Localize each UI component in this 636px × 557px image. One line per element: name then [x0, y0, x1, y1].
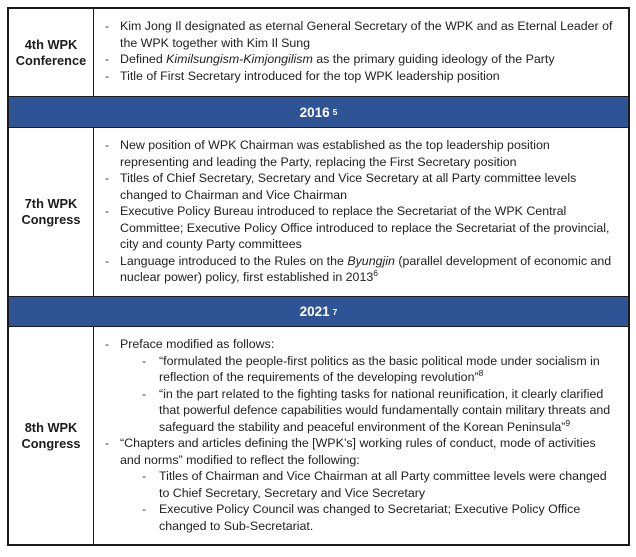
sub-bullet-item: - Titles of Chairman and Vice Chairman at…: [94, 468, 614, 501]
row-label: 4th WPK Conference: [9, 9, 94, 96]
text-segment: “Chapters and articles defining the [WPK…: [120, 436, 596, 467]
sub-bullet-item: - “formulated the people-first politics a…: [94, 353, 614, 386]
bullet-text: Executive Policy Bureau introduced to re…: [120, 203, 614, 253]
bullet-text: Titles of Chief Secretary, Secretary and…: [120, 170, 614, 203]
text-segment: Defined: [120, 52, 167, 66]
bullet-item: - Titles of Chief Secretary, Secretary an…: [94, 170, 614, 203]
text-segment: Title of First Secretary introduced for …: [120, 68, 500, 83]
bullet-dash: -: [105, 68, 110, 83]
italic-term: Byungjin: [347, 253, 395, 268]
bullet-dash: -: [105, 337, 110, 351]
bullet-item: - Executive Policy Bureau introduced to r…: [94, 203, 614, 253]
text-segment: Executive Policy Council was changed to …: [159, 502, 581, 533]
bullet-item: - “Chapters and articles defining the [WP…: [94, 435, 614, 468]
text-segment: “formulated the people-first politics as…: [159, 353, 600, 385]
text-segment: (parallel development of economic and nu…: [120, 253, 612, 285]
bullet-item: - New position of WPK Chairman was establ…: [94, 137, 614, 170]
bullet-dash: -: [105, 19, 110, 33]
sub-bullet-item: - “in the part related to the fighting ta…: [94, 386, 614, 436]
bullet-dash: -: [105, 204, 110, 218]
row-content: - Kim Jong Il designated as eternal Gener…: [94, 9, 628, 96]
bullet-dash: -: [142, 502, 147, 516]
banner-year: 2016: [299, 104, 330, 120]
bullet-text: “in the part related to the fighting tas…: [159, 386, 614, 436]
text-segment: Preface modified as follows:: [120, 337, 275, 351]
bullet-item: - Defined Kimilsungism-Kimjongilism as th…: [94, 51, 614, 68]
text-segment: New position of WPK Chairman was establi…: [120, 138, 550, 169]
sub-bullet-item: - Executive Policy Council was changed to…: [94, 501, 614, 534]
bullet-dash: -: [105, 138, 110, 152]
bullet-text: Titles of Chairman and Vice Chairman at …: [159, 468, 614, 501]
text-segment: Titles of Chairman and Vice Chairman at …: [159, 469, 607, 500]
row-label: 8th WPK Congress: [9, 327, 94, 544]
row-label: 7th WPK Congress: [9, 128, 94, 296]
bullet-text: “formulated the people-first politics as…: [159, 353, 614, 386]
bullet-dash: -: [142, 469, 147, 483]
bullet-item: - Language introduced to the Rules on the…: [94, 253, 614, 286]
text-segment: Executive Policy Bureau introduced to re…: [120, 204, 610, 251]
year-banner-2016: 2016 5: [9, 97, 628, 128]
bullet-dash: -: [105, 436, 110, 450]
text-segment: as the primary guiding ideology of the P…: [312, 52, 555, 66]
row-content: - Preface modified as follows: - “formulate…: [94, 327, 628, 544]
year-banner-2021: 2021 7: [9, 297, 628, 327]
bullet-dash: -: [105, 253, 110, 268]
text-segment: Language introduced to the Rules on the: [120, 253, 348, 268]
bullet-text: Kim Jong Il designated as eternal Genera…: [120, 18, 614, 51]
bullet-dash: -: [105, 52, 110, 66]
table-row: 8th WPK Congress - Preface modified as fol…: [9, 327, 628, 544]
bullet-dash: -: [142, 353, 147, 368]
bullet-dash: -: [142, 386, 147, 401]
bullet-text: Preface modified as follows:: [120, 336, 614, 353]
footnote-ref: 8: [478, 367, 484, 378]
bullet-text: New position of WPK Chairman was establi…: [120, 137, 614, 170]
text-segment: Kim Jong Il designated as eternal Genera…: [120, 19, 613, 50]
italic-term: Kimilsungism-Kimjongilism: [166, 52, 313, 66]
bullet-item: - Preface modified as follows:: [94, 336, 614, 353]
bullet-item: - Title of First Secretary introduced for…: [94, 68, 614, 85]
banner-year: 2021: [299, 304, 330, 319]
wpk-leadership-table: 4th WPK Conference - Kim Jong Il designate…: [7, 7, 630, 546]
bullet-text: “Chapters and articles defining the [WPK…: [120, 435, 614, 468]
bullet-text: Title of First Secretary introduced for …: [120, 68, 614, 85]
text-segment: “in the part related to the fighting tas…: [159, 386, 611, 434]
footnote-ref: 9: [565, 417, 571, 428]
text-segment: Titles of Chief Secretary, Secretary and…: [120, 171, 577, 202]
bullet-text: Language introduced to the Rules on the …: [120, 253, 614, 286]
bullet-text: Executive Policy Council was changed to …: [159, 501, 614, 534]
table-row: 7th WPK Congress - New position of WPK Cha…: [9, 128, 628, 297]
bullet-item: - Kim Jong Il designated as eternal Gener…: [94, 18, 614, 51]
row-content: - New position of WPK Chairman was establ…: [94, 128, 628, 296]
bullet-dash: -: [105, 171, 110, 185]
table-row: 4th WPK Conference - Kim Jong Il designate…: [9, 9, 628, 97]
footnote-ref: 6: [373, 267, 378, 278]
bullet-text: Defined Kimilsungism-Kimjongilism as the…: [120, 51, 614, 68]
